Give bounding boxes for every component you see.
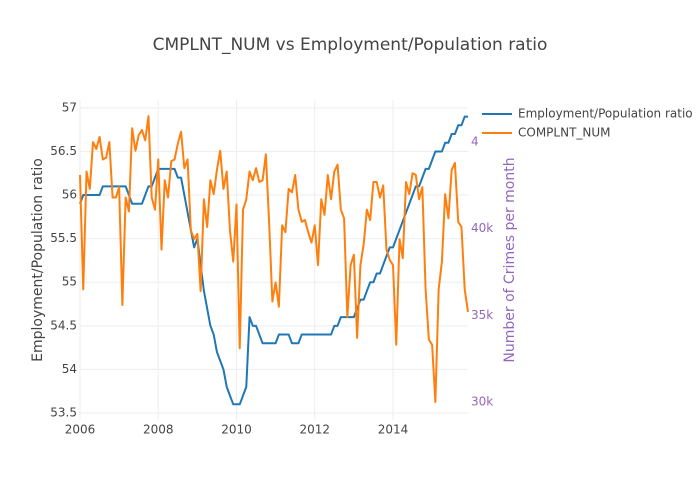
series-line — [79, 115, 469, 403]
y-tick-label: 57 — [62, 100, 77, 114]
y-tick-label: 56 — [62, 188, 77, 202]
plot-area — [79, 115, 469, 406]
y-tick-label: 55 — [62, 275, 77, 289]
y2-tick-label: 4 — [471, 135, 479, 149]
y2-tick-label: 30k — [471, 394, 493, 408]
x-tick-label: 2012 — [299, 423, 330, 437]
y2-tick-label: 35k — [471, 308, 493, 322]
x-tick-label: 2010 — [221, 423, 252, 437]
grid: 2006 2008 2010 2012 2014 53.5 54 54.5 55 55.5 56 56… — [50, 100, 493, 437]
y-axis-title: Employment/Population ratio — [30, 158, 46, 362]
y2-tick-label: 40k — [471, 221, 493, 235]
y-tick-label: 55.5 — [50, 231, 77, 245]
y-tick-label: 56.5 — [50, 144, 77, 158]
legend-label[interactable]: COMPLNT_NUM — [518, 126, 611, 140]
x-tick-label: 2006 — [65, 423, 96, 437]
y-tick-label: 54.5 — [50, 318, 77, 332]
series-line — [79, 115, 468, 406]
y-tick-label: 53.5 — [50, 406, 77, 420]
x-tick-label: 2014 — [378, 423, 409, 437]
y-tick-label: 54 — [62, 362, 77, 376]
x-tick-label: 2008 — [143, 423, 174, 437]
legend-label[interactable]: Employment/Population ratio — [518, 107, 693, 121]
chart-title: CMPLNT_NUM vs Employment/Population rati… — [153, 35, 548, 55]
legend: Employment/Population ratio COMPLNT_NUM — [482, 107, 693, 140]
y2-axis-title: Number of Crimes per month — [502, 157, 518, 362]
